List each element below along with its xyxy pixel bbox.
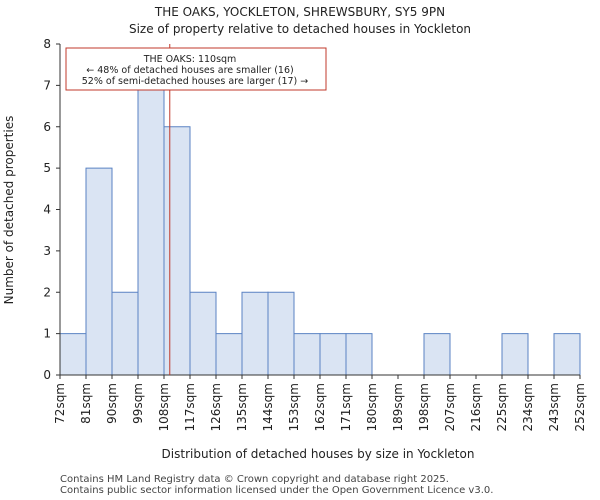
y-axis-label: Number of detached properties (2, 116, 16, 305)
x-tick-label: 81sqm (79, 383, 93, 424)
bar (137, 84, 165, 376)
x-tick-label: 162sqm (313, 383, 327, 431)
x-tick-label: 216sqm (469, 383, 483, 431)
x-tick-label: 144sqm (261, 383, 275, 431)
bar (215, 333, 243, 376)
x-tick-label: 153sqm (287, 383, 301, 431)
bar (501, 333, 529, 376)
footer-line-2: Contains public sector information licen… (60, 485, 494, 496)
y-tick-label: 7 (43, 78, 51, 92)
y-tick-label: 2 (43, 285, 51, 299)
x-tick-label: 117sqm (183, 383, 197, 431)
bar (293, 333, 321, 376)
chart-subtitle: Size of property relative to detached ho… (128, 22, 472, 36)
bar (85, 167, 113, 376)
annotation-box: THE OAKS: 110sqm ← 48% of detached house… (65, 47, 327, 91)
x-tick-label: 207sqm (443, 383, 457, 431)
x-tick-label: 189sqm (391, 383, 405, 431)
x-tick-label: 243sqm (547, 383, 561, 431)
x-tick-label: 225sqm (495, 383, 509, 431)
x-tick-label: 126sqm (209, 383, 223, 431)
y-tick-label: 0 (43, 368, 51, 382)
footer-line-1: Contains HM Land Registry data © Crown c… (60, 474, 449, 485)
x-tick-label: 180sqm (365, 383, 379, 431)
bar (345, 333, 373, 376)
bar (553, 333, 581, 376)
y-tick-label: 1 (43, 327, 51, 341)
x-tick-label: 90sqm (105, 383, 119, 424)
y-tick-label: 6 (43, 120, 51, 134)
annotation-line-3: 52% of semi-detached houses are larger (… (82, 76, 309, 87)
chart-title: THE OAKS, YOCKLETON, SHREWSBURY, SY5 9PN (154, 5, 446, 19)
x-axis-label: Distribution of detached houses by size … (162, 447, 475, 461)
y-tick-label: 8 (43, 37, 51, 51)
x-tick-label: 135sqm (235, 383, 249, 431)
x-tick-label: 99sqm (131, 383, 145, 424)
bar (163, 126, 191, 376)
x-tick-label: 198sqm (417, 383, 431, 431)
bar (319, 333, 347, 376)
bar (267, 291, 295, 376)
annotation-line-1: THE OAKS: 110sqm (143, 54, 237, 65)
y-tick-label: 4 (43, 203, 51, 217)
bar (189, 291, 217, 376)
x-tick-label: 252sqm (573, 383, 587, 431)
bar (111, 291, 139, 376)
y-tick-label: 3 (43, 244, 51, 258)
bar (423, 333, 451, 376)
bar (59, 333, 87, 376)
x-tick-label: 234sqm (521, 383, 535, 431)
x-tick-label: 108sqm (157, 383, 171, 431)
annotation-line-2: ← 48% of detached houses are smaller (16… (86, 65, 293, 76)
x-tick-label: 72sqm (53, 383, 67, 424)
x-tick-label: 171sqm (339, 383, 353, 431)
bar (241, 291, 269, 376)
y-tick-label: 5 (43, 161, 51, 175)
